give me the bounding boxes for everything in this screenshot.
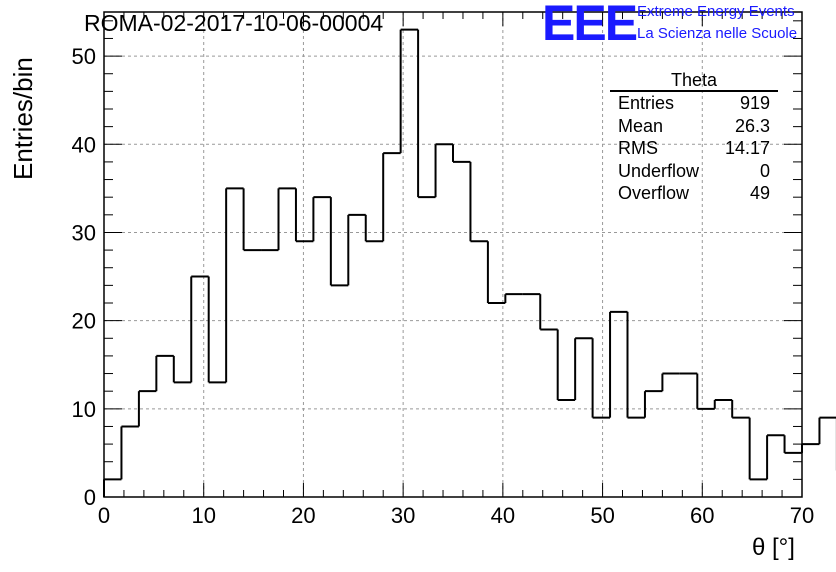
stats-label: Overflow (618, 183, 690, 204)
stats-row-underflow: Underflow 0 (610, 160, 778, 183)
axes: 0 10 20 30 40 50 60 70 0 10 20 30 40 50 (72, 11, 814, 528)
stats-title: Theta (610, 70, 778, 92)
x-tick-label: 60 (690, 503, 714, 528)
stats-value: 0 (759, 160, 770, 181)
y-tick-label: 20 (72, 309, 96, 334)
y-tick-label: 10 (72, 397, 96, 422)
x-tick-label: 0 (98, 503, 110, 528)
y-tick-label: 40 (72, 132, 96, 157)
stats-value: 919 (739, 93, 770, 113)
stats-label: Underflow (618, 160, 700, 181)
x-axis-label: θ [°] (752, 534, 795, 561)
stats-label: Entries (618, 93, 675, 113)
x-tick-label: 70 (790, 503, 814, 528)
stats-box: Theta Entries 919 Mean 26.3 RMS 14.17 Un… (610, 70, 778, 205)
stats-row-rms: RMS 14.17 (610, 137, 778, 160)
eee-logo: EEE (542, 0, 638, 51)
x-tick-label: 10 (191, 503, 215, 528)
stats-value: 14.17 (724, 138, 770, 159)
logo-text-line2: La Scienza nelle Scuole (637, 25, 798, 42)
stats-label: Mean (618, 115, 664, 136)
stats-row-entries: Entries 919 (610, 92, 778, 115)
y-axis-label: Entries/bin (8, 57, 38, 180)
chart-title: ROMA-02-2017-10-06-00004 (84, 10, 384, 36)
x-tick-label: 40 (491, 503, 515, 528)
plot-frame (103, 11, 803, 498)
stats-row-overflow: Overflow 49 (610, 182, 778, 205)
stats-label: RMS (618, 138, 658, 159)
logo-text-line1: Extreme Energy Events (637, 3, 795, 20)
x-tick-label: 50 (590, 503, 614, 528)
y-tick-label: 30 (72, 220, 96, 245)
y-tick-label: 50 (72, 44, 96, 69)
stats-value: 26.3 (734, 115, 770, 136)
y-tick-label: 0 (84, 485, 96, 510)
histogram-bars (103, 28, 836, 497)
x-tick-label: 20 (291, 503, 315, 528)
stats-value: 49 (749, 183, 770, 204)
stats-row-mean: Mean 26.3 (610, 115, 778, 138)
x-tick-label: 30 (391, 503, 415, 528)
